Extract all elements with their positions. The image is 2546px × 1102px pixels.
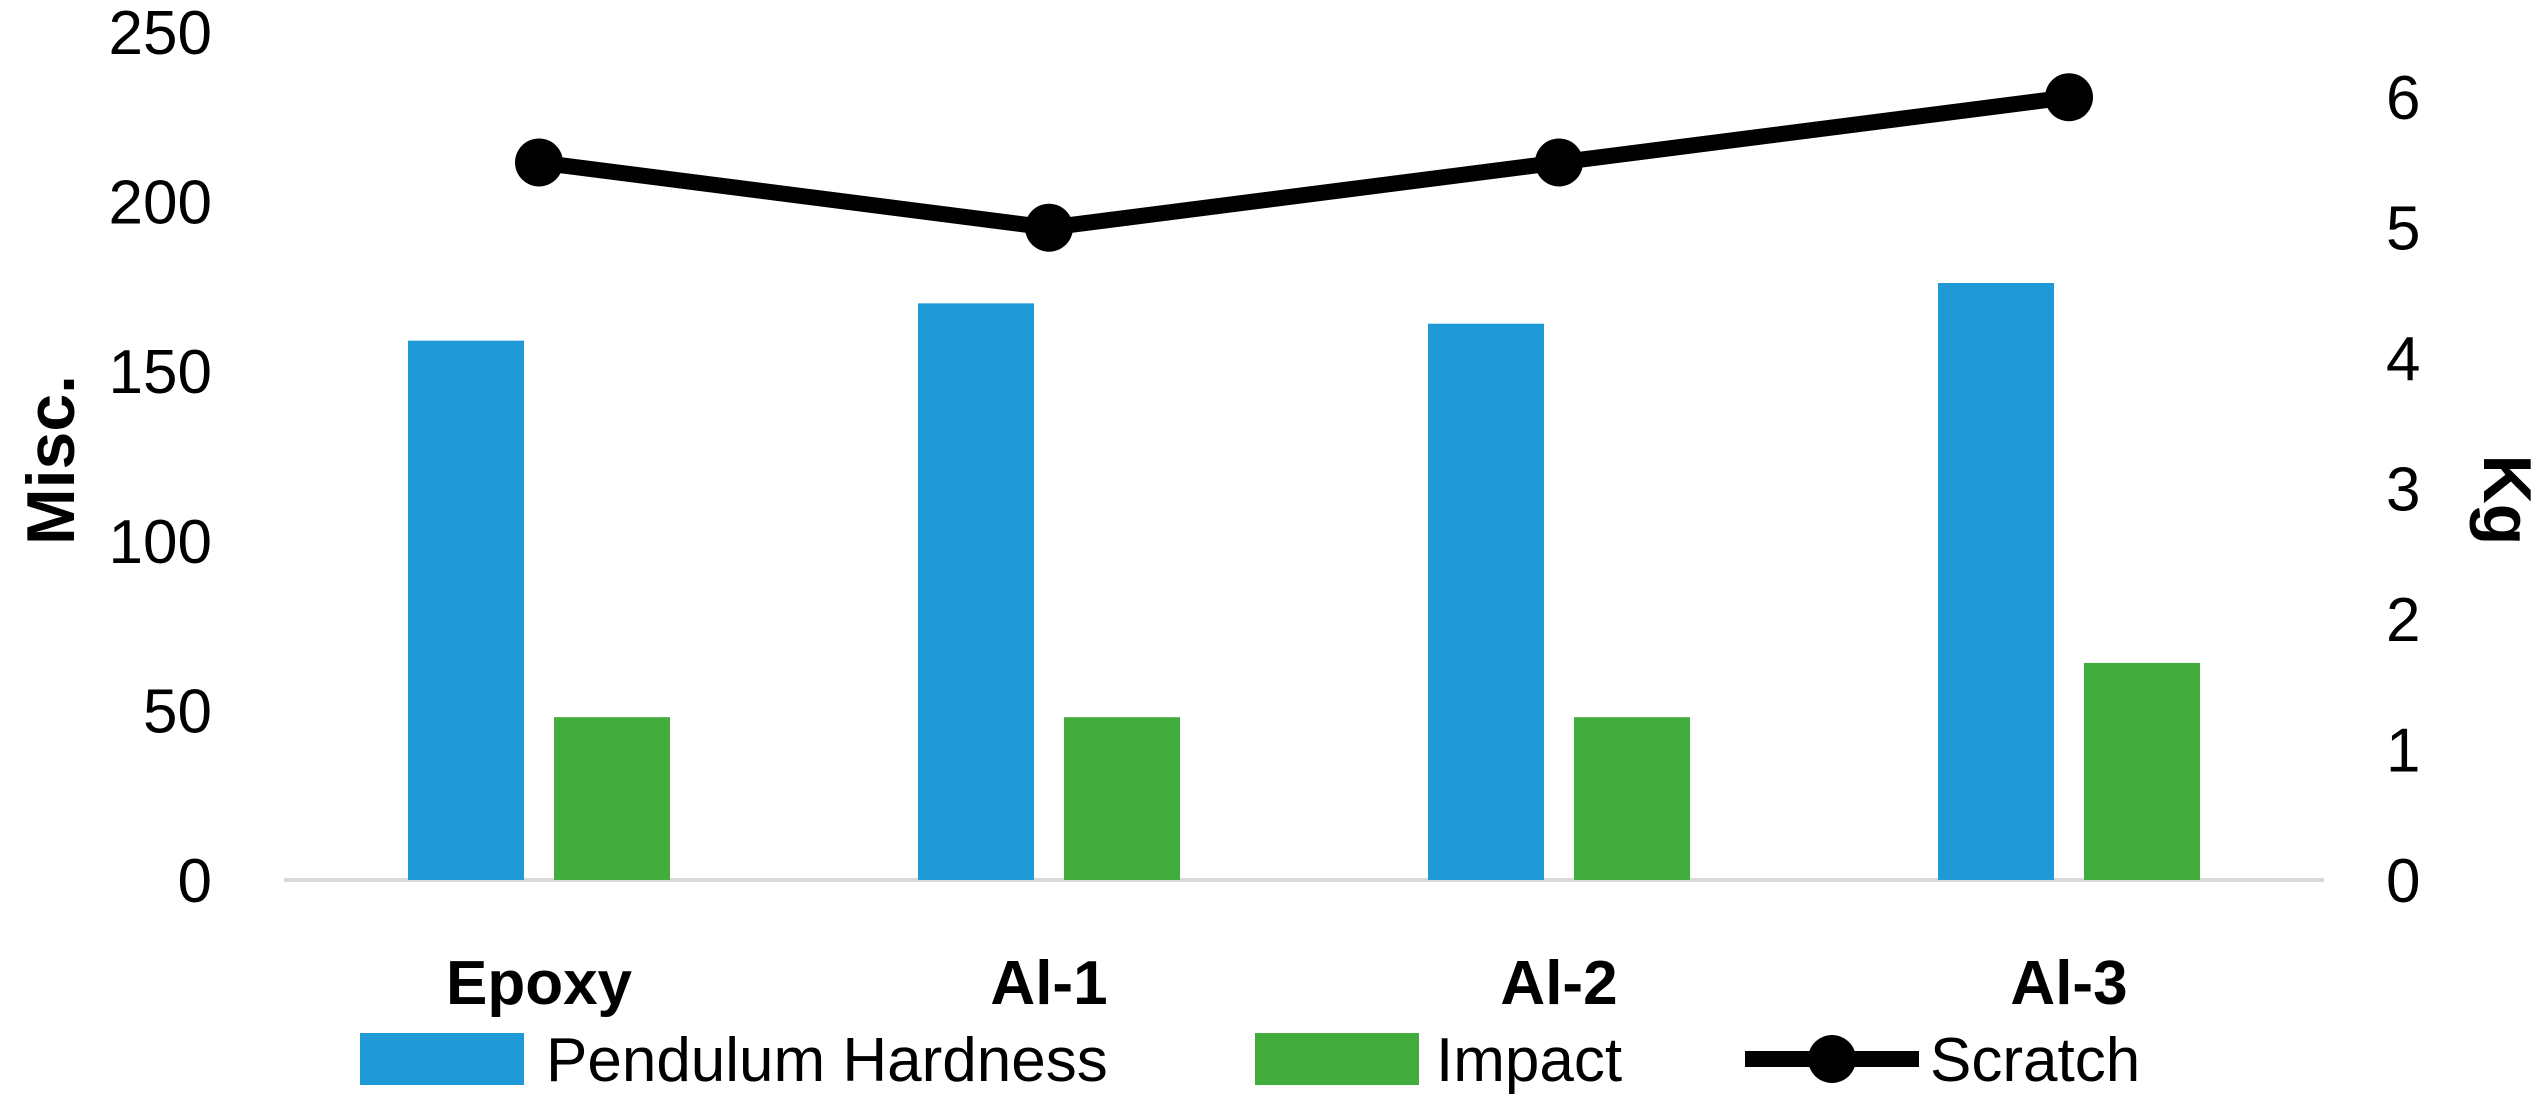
y-tick-label: 100 — [109, 508, 212, 577]
category-label: Al-3 — [2010, 949, 2127, 1018]
y-tick-label: 50 — [143, 677, 212, 746]
point-scratch — [1025, 203, 1073, 252]
y2-tick-label: 2 — [2386, 586, 2420, 655]
category-label: Al-2 — [1500, 949, 1617, 1018]
category-label: Epoxy — [446, 949, 633, 1018]
legend-swatch-impact — [1255, 1033, 1419, 1085]
y2-axis-title: Kg — [2469, 455, 2545, 546]
y-tick-label: 150 — [109, 338, 212, 407]
bar-impact — [1064, 717, 1180, 880]
y-tick-label: 200 — [109, 169, 212, 238]
y2-tick-label: 4 — [2386, 325, 2420, 394]
bar-impact — [554, 717, 670, 880]
legend-swatch-pendulum-hardness — [360, 1033, 524, 1085]
y2-tick-label: 3 — [2386, 456, 2420, 525]
point-scratch — [515, 138, 563, 187]
category-label: Al-1 — [990, 949, 1107, 1018]
point-scratch — [1535, 138, 1583, 187]
y-tick-label: 0 — [178, 847, 212, 916]
y-axis-title: Misc. — [13, 375, 89, 545]
bar-impact — [1574, 717, 1690, 880]
bar-pendulum-hardness — [1938, 283, 2054, 880]
legend: Pendulum Hardness Impact Scratch — [360, 1026, 2140, 1095]
scratch-line-layer — [515, 73, 2093, 252]
bar-pendulum-hardness — [918, 303, 1034, 880]
point-scratch — [2045, 73, 2093, 122]
y2-tick-label: 0 — [2386, 847, 2420, 916]
bar-impact — [2084, 662, 2200, 880]
y2-tick-label: 1 — [2386, 717, 2420, 786]
y2-tick-label: 6 — [2386, 64, 2420, 133]
bar-pendulum-hardness — [408, 340, 524, 880]
legend-label-impact: Impact — [1436, 1026, 1622, 1095]
bar-pendulum-hardness — [1428, 323, 1544, 880]
bars — [408, 283, 2200, 880]
legend-label-scratch: Scratch — [1930, 1026, 2140, 1095]
category-labels: Epoxy Al-1 Al-2 Al-3 — [446, 949, 2128, 1018]
left-axis-ticks: 0 50 100 150 200 250 — [109, 0, 212, 916]
y2-tick-label: 5 — [2386, 195, 2420, 264]
line-scratch — [537, 89, 2071, 236]
y-tick-label: 250 — [109, 0, 212, 68]
right-axis-ticks: 0 1 2 3 4 5 6 — [2386, 64, 2420, 916]
legend-marker-scratch — [1808, 1035, 1856, 1083]
legend-label-pendulum-hardness: Pendulum Hardness — [546, 1026, 1108, 1095]
